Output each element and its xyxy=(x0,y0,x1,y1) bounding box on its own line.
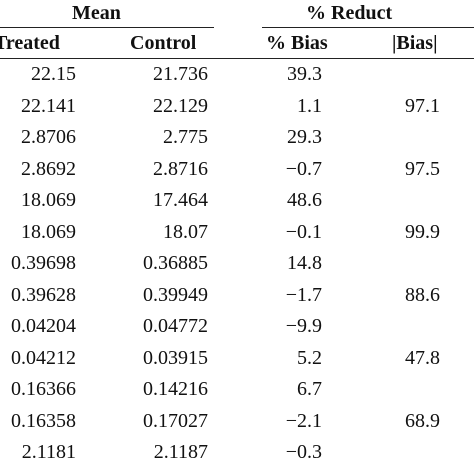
table-row: 0.04204 0.04772 −9.9 xyxy=(0,312,474,340)
header-abs-bias: |Bias| xyxy=(392,32,438,54)
table-row: 22.141 22.129 1.1 97.1 xyxy=(0,92,474,120)
cell-control: 0.14216 xyxy=(143,378,208,400)
cell-control: 0.04772 xyxy=(143,315,208,337)
cell-control: 18.07 xyxy=(163,220,208,243)
table-row: 18.069 17.464 48.6 xyxy=(0,186,474,214)
table-row: 0.39698 0.36885 14.8 xyxy=(0,249,474,277)
cell-abs-bias: 97.1 xyxy=(405,94,440,117)
cell-treated: 0.39628 xyxy=(11,283,76,306)
cell-abs-bias xyxy=(368,186,440,214)
table-row: 0.16358 0.17027 −2.1 68.9 xyxy=(0,407,474,435)
cell-pct-bias: −9.9 xyxy=(285,315,322,337)
cell-treated: 0.16366 xyxy=(11,378,76,400)
header-group-mean: Mean xyxy=(72,2,121,24)
cell-treated: 2.1181 xyxy=(21,441,76,463)
cell-control: 0.39949 xyxy=(143,283,208,306)
table-row: 2.8706 2.775 29.3 xyxy=(0,123,474,151)
cell-abs-bias xyxy=(368,375,440,403)
cell-treated: 0.04212 xyxy=(11,346,76,369)
header-treated: Treated xyxy=(0,32,60,54)
table-row: 0.39628 0.39949 −1.7 88.6 xyxy=(0,281,474,309)
cell-pct-bias: 14.8 xyxy=(287,252,322,274)
rule-header-bottom xyxy=(0,58,474,59)
cell-pct-bias: 6.7 xyxy=(297,378,322,400)
cell-control: 21.736 xyxy=(153,63,208,85)
table-row: 18.069 18.07 −0.1 99.9 xyxy=(0,218,474,246)
cell-pct-bias: −2.1 xyxy=(285,409,322,432)
cell-pct-bias: 39.3 xyxy=(287,63,322,85)
table-row: 2.1181 2.1187 −0.3 xyxy=(0,438,474,466)
cell-pct-bias: −0.7 xyxy=(285,157,322,180)
cell-abs-bias: 88.6 xyxy=(405,283,440,306)
cell-treated: 22.15 xyxy=(31,63,76,85)
cell-control: 2.1187 xyxy=(153,441,208,463)
cell-pct-bias: 29.3 xyxy=(287,126,322,148)
cell-abs-bias xyxy=(368,123,440,151)
cell-treated: 2.8692 xyxy=(21,157,76,180)
rule-reduct-group xyxy=(262,27,474,28)
cell-control: 0.03915 xyxy=(143,346,208,369)
cell-control: 22.129 xyxy=(153,94,208,117)
cell-abs-bias xyxy=(368,60,440,88)
cell-treated: 2.8706 xyxy=(21,126,76,148)
header-control: Control xyxy=(130,32,197,54)
cell-treated: 0.16358 xyxy=(11,409,76,432)
cell-pct-bias: −0.1 xyxy=(285,220,322,243)
cell-control: 0.36885 xyxy=(143,252,208,274)
cell-abs-bias: 99.9 xyxy=(405,220,440,243)
cell-abs-bias: 47.8 xyxy=(405,346,440,369)
cell-abs-bias: 97.5 xyxy=(405,157,440,180)
cell-treated: 18.069 xyxy=(21,220,76,243)
cell-pct-bias: −0.3 xyxy=(285,441,322,463)
cell-control: 2.775 xyxy=(163,126,208,148)
cell-treated: 0.04204 xyxy=(11,315,76,337)
cell-pct-bias: 48.6 xyxy=(287,189,322,211)
table-row: 0.16366 0.14216 6.7 xyxy=(0,375,474,403)
rule-mean-group xyxy=(0,27,214,28)
header-group-reduct: % Reduct xyxy=(306,2,393,24)
cell-abs-bias: 68.9 xyxy=(405,409,440,432)
cell-control: 2.8716 xyxy=(153,157,208,180)
cell-treated: 0.39698 xyxy=(11,252,76,274)
cell-abs-bias xyxy=(368,438,440,466)
table-row: 2.8692 2.8716 −0.7 97.5 xyxy=(0,155,474,183)
table-row: 0.04212 0.03915 5.2 47.8 xyxy=(0,344,474,372)
cell-abs-bias xyxy=(368,312,440,340)
cell-control: 0.17027 xyxy=(143,409,208,432)
cell-treated: 18.069 xyxy=(21,189,76,211)
cell-abs-bias xyxy=(368,249,440,277)
cell-pct-bias: −1.7 xyxy=(285,283,322,306)
cell-treated: 22.141 xyxy=(21,94,76,117)
table-row: 22.15 21.736 39.3 xyxy=(0,60,474,88)
header-pct-bias: % Bias xyxy=(266,32,328,54)
cell-pct-bias: 5.2 xyxy=(297,346,322,369)
cell-pct-bias: 1.1 xyxy=(297,94,322,117)
cell-control: 17.464 xyxy=(153,189,208,211)
